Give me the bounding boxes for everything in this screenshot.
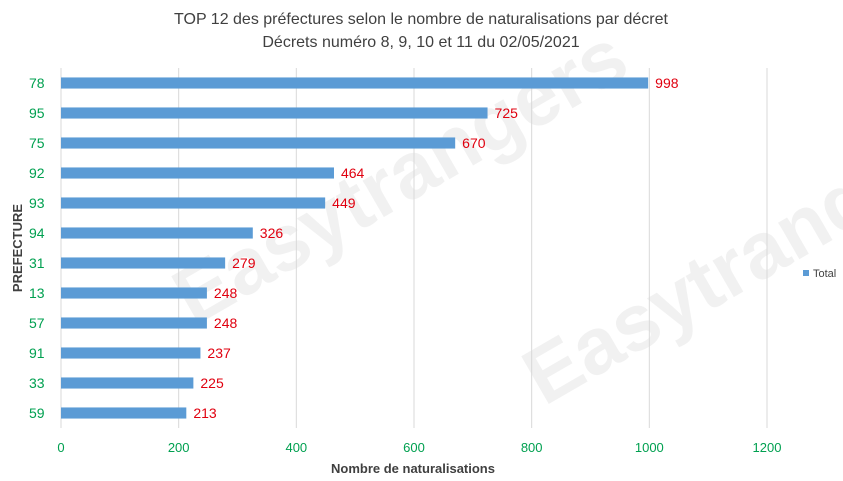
y-tick-label-94: 94 xyxy=(29,225,45,241)
bar-95 xyxy=(61,107,488,119)
data-label-94: 326 xyxy=(260,225,284,241)
x-tick-label-5: 1000 xyxy=(635,440,664,455)
y-tick-labels: 78 95 75 92 93 94 31 13 57 91 33 59 xyxy=(29,75,45,421)
y-tick-label-57: 57 xyxy=(29,315,45,331)
data-label-59: 213 xyxy=(193,405,217,421)
watermark: Easytrangers Easytrangers xyxy=(158,11,843,422)
y-tick-label-92: 92 xyxy=(29,165,45,181)
bars xyxy=(61,77,649,419)
bar-91 xyxy=(61,347,201,359)
bar-78 xyxy=(61,77,649,89)
gridlines xyxy=(60,68,768,428)
y-tick-label-31: 31 xyxy=(29,255,45,271)
y-tick-label-33: 33 xyxy=(29,375,45,391)
y-tick-label-13: 13 xyxy=(29,285,45,301)
legend: Total xyxy=(803,268,836,280)
svg-text:Easytrangers: Easytrangers xyxy=(508,91,843,422)
legend-label: Total xyxy=(813,268,836,280)
x-tick-label-1: 200 xyxy=(168,440,190,455)
data-label-78: 998 xyxy=(655,75,679,91)
data-label-93: 449 xyxy=(332,195,356,211)
y-tick-label-59: 59 xyxy=(29,405,45,421)
data-label-95: 725 xyxy=(495,105,519,121)
bar-75 xyxy=(61,137,456,149)
chart-subtitle: Décrets numéro 8, 9, 10 et 11 du 02/05/2… xyxy=(262,34,579,51)
bar-57 xyxy=(61,317,207,329)
x-tick-label-4: 800 xyxy=(521,440,543,455)
data-label-33: 225 xyxy=(200,375,224,391)
y-tick-label-91: 91 xyxy=(29,345,45,361)
data-label-13: 248 xyxy=(214,285,238,301)
bar-33 xyxy=(61,377,194,389)
y-tick-label-78: 78 xyxy=(29,75,45,91)
x-tick-label-2: 400 xyxy=(285,440,307,455)
legend-swatch xyxy=(803,270,809,276)
bar-94 xyxy=(61,227,253,239)
data-label-92: 464 xyxy=(341,165,365,181)
y-tick-label-93: 93 xyxy=(29,195,45,211)
y-tick-label-75: 75 xyxy=(29,135,45,151)
data-label-57: 248 xyxy=(214,315,238,331)
x-axis-label: Nombre de naturalisations xyxy=(331,461,495,476)
bar-13 xyxy=(61,287,207,299)
chart-title: TOP 12 des préfectures selon le nombre d… xyxy=(174,11,668,28)
bar-93 xyxy=(61,197,326,209)
bar-92 xyxy=(61,167,334,179)
y-axis-label: PREFECTURE xyxy=(10,204,25,292)
data-label-75: 670 xyxy=(462,135,486,151)
data-label-31: 279 xyxy=(232,255,256,271)
x-tick-label-0: 0 xyxy=(57,440,64,455)
data-label-91: 237 xyxy=(207,345,231,361)
bar-31 xyxy=(61,257,226,269)
x-tick-label-3: 600 xyxy=(403,440,425,455)
x-tick-label-6: 1200 xyxy=(753,440,782,455)
x-tick-labels: 0 200 400 600 800 1000 1200 xyxy=(57,440,781,455)
y-tick-label-95: 95 xyxy=(29,105,45,121)
bar-59 xyxy=(61,407,187,419)
